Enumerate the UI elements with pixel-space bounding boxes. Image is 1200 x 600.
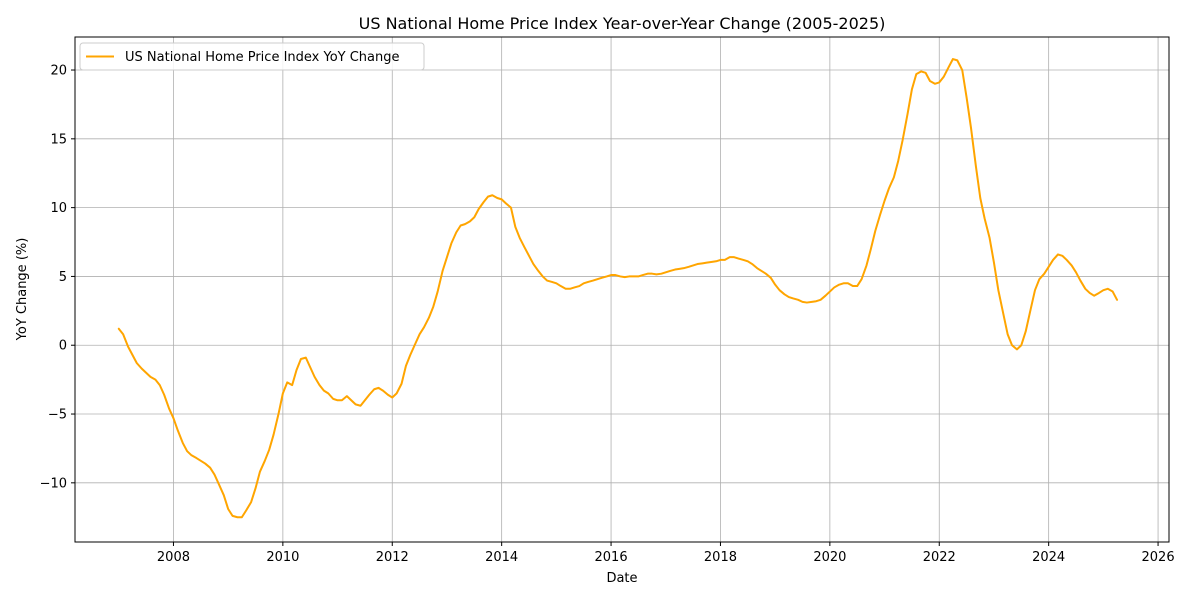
x-tick-label: 2012 <box>376 550 409 565</box>
x-tick-label: 2022 <box>923 550 956 565</box>
x-tick-label: 2014 <box>485 550 518 565</box>
y-tick-label: 5 <box>59 270 67 285</box>
legend: US National Home Price Index YoY Change <box>79 42 425 71</box>
chart-title: US National Home Price Index Year-over-Y… <box>359 14 886 33</box>
grid <box>75 37 1169 542</box>
y-tick-label: 10 <box>50 201 67 216</box>
y-tick-label: −10 <box>40 476 67 491</box>
legend-label: US National Home Price Index YoY Change <box>125 50 400 65</box>
data-layer <box>117 58 1119 519</box>
plot-frame <box>74 36 1170 543</box>
x-tick-label: 2026 <box>1142 550 1175 565</box>
x-tick-label: 2010 <box>266 550 299 565</box>
legend-box <box>79 42 425 71</box>
y-tick-label: 0 <box>59 339 67 354</box>
series-line-0 <box>117 58 1119 519</box>
x-tick-label: 2024 <box>1032 550 1065 565</box>
y-tick-label: 20 <box>50 64 67 79</box>
y-tick-label: 15 <box>50 132 67 147</box>
x-tick-label: 2018 <box>704 550 737 565</box>
x-tick-label: 2016 <box>595 550 628 565</box>
x-tick-label: 2020 <box>813 550 846 565</box>
x-axis: 2008 2010 2012 2014 2016 2018 2020 2022 2024 2026 <box>157 542 1175 565</box>
y-axis-label: YoY Change (%) <box>15 238 30 342</box>
y-axis: −10 −5 0 5 10 15 20 <box>40 64 75 491</box>
y-tick-label: −5 <box>48 408 67 423</box>
x-axis-label: Date <box>606 571 637 586</box>
x-tick-label: 2008 <box>157 550 190 565</box>
